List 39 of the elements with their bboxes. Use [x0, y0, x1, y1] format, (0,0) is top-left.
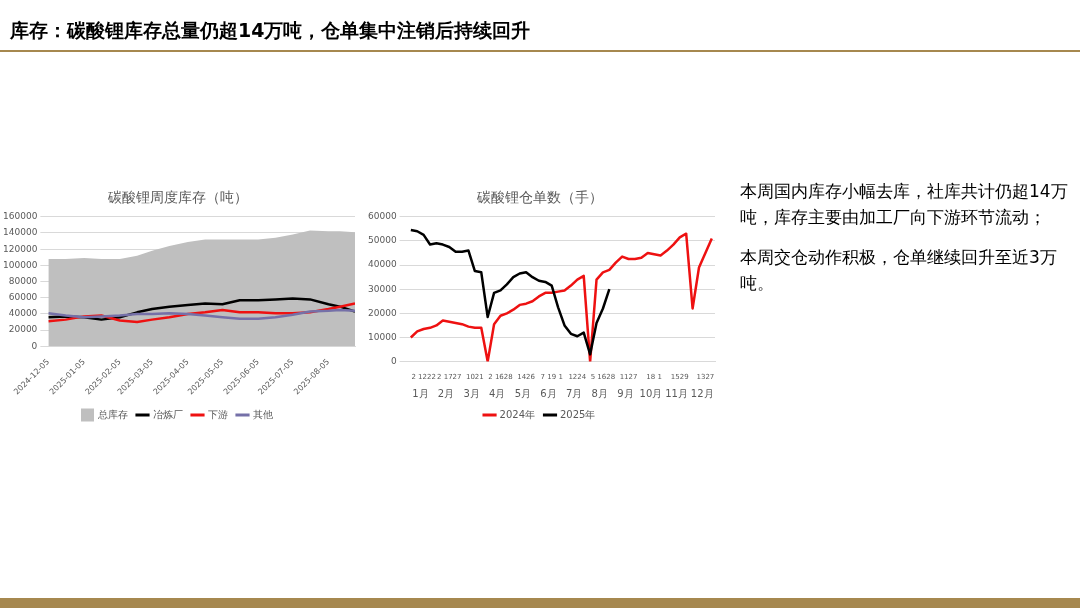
- text: 8月: [591, 387, 608, 399]
- legend-label: 下游: [207, 408, 228, 420]
- text: 5月: [514, 387, 532, 399]
- text: 本周交仓动作积极，仓单继续回升至近3万吨。: [740, 246, 1058, 295]
- y-tick-label: 30000: [367, 283, 397, 294]
- y-tick-label: 60000: [367, 211, 397, 222]
- y-tick-label: 50000: [367, 235, 397, 246]
- y-tick-label: 120000: [3, 243, 38, 254]
- legend-label: 冶炼厂: [152, 408, 183, 420]
- y-tick-label: 0: [390, 355, 397, 366]
- text: 7月: [565, 387, 583, 399]
- y-tick-label: 100000: [3, 259, 38, 270]
- y-tick-label: 60000: [8, 292, 38, 303]
- text: 3月: [463, 387, 480, 399]
- text: 6月: [540, 387, 557, 399]
- legend-label: 其他: [252, 408, 273, 420]
- y-tick-label: 140000: [3, 227, 38, 238]
- legend-label: 总库存: [96, 408, 128, 420]
- text: 4月: [489, 387, 506, 399]
- legend-label: 2024年: [499, 408, 535, 420]
- y-tick-label: 160000: [3, 211, 38, 222]
- text: 库存：碳酸锂库存总量仍超14万吨，仓单集中注销后持续回升: [10, 18, 532, 43]
- y-tick-label: 40000: [367, 259, 397, 270]
- text: 本周国内库存小幅去库，社库共计仍超14万吨，库存主要由加工厂向下游环节流动；: [740, 180, 1069, 229]
- text: 1月: [412, 387, 429, 399]
- y-tick-label: 80000: [8, 275, 38, 286]
- text: 2月: [437, 387, 455, 399]
- y-tick-label: 10000: [367, 331, 397, 342]
- y-tick-label: 20000: [367, 307, 397, 318]
- y-tick-label: 20000: [8, 324, 38, 335]
- chart-title: 碳酸锂仓单数（手）: [476, 189, 603, 206]
- chart-title: 碳酸锂周度库存（吨）: [106, 189, 248, 206]
- text: 12月: [690, 387, 714, 399]
- text: 10月: [639, 387, 663, 399]
- legend-label: 2025年: [560, 408, 596, 420]
- text: 9月: [617, 387, 634, 399]
- text: 11月: [665, 387, 688, 399]
- y-tick-label: 40000: [8, 308, 38, 319]
- y-tick-label: 0: [31, 340, 38, 351]
